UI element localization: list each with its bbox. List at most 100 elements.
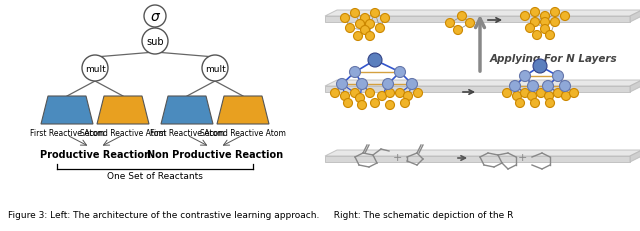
- Circle shape: [445, 19, 454, 28]
- Circle shape: [349, 67, 360, 78]
- Text: Applying For N Layers: Applying For N Layers: [490, 54, 618, 64]
- Circle shape: [365, 32, 374, 41]
- Polygon shape: [97, 97, 149, 125]
- Polygon shape: [325, 17, 630, 23]
- Circle shape: [513, 92, 522, 101]
- Polygon shape: [325, 156, 630, 162]
- Text: One Set of Reactants: One Set of Reactants: [107, 171, 203, 180]
- Circle shape: [520, 89, 529, 98]
- Circle shape: [541, 18, 550, 27]
- Circle shape: [465, 19, 474, 28]
- Polygon shape: [41, 97, 93, 125]
- Circle shape: [541, 12, 550, 21]
- Circle shape: [545, 99, 554, 108]
- Circle shape: [458, 12, 467, 21]
- Polygon shape: [630, 150, 640, 162]
- Polygon shape: [217, 97, 269, 125]
- Circle shape: [520, 12, 529, 21]
- Circle shape: [536, 89, 545, 98]
- Circle shape: [360, 26, 369, 35]
- Polygon shape: [325, 81, 640, 87]
- Text: First Reactive Atom: First Reactive Atom: [150, 128, 224, 137]
- Circle shape: [330, 89, 339, 98]
- Circle shape: [353, 32, 362, 41]
- Circle shape: [515, 99, 525, 108]
- Text: First Reactive Atom: First Reactive Atom: [29, 128, 104, 137]
- Circle shape: [532, 31, 541, 40]
- Polygon shape: [630, 11, 640, 23]
- Circle shape: [554, 89, 563, 98]
- Circle shape: [406, 79, 417, 90]
- Text: σ: σ: [150, 10, 159, 24]
- Polygon shape: [161, 97, 213, 125]
- Circle shape: [533, 60, 547, 74]
- Circle shape: [559, 81, 570, 92]
- Circle shape: [371, 9, 380, 18]
- Polygon shape: [325, 150, 640, 156]
- Text: +: +: [392, 152, 402, 162]
- Circle shape: [527, 81, 538, 92]
- Polygon shape: [630, 81, 640, 93]
- Circle shape: [396, 89, 404, 98]
- Circle shape: [355, 94, 365, 103]
- Text: Second Reactive Atom: Second Reactive Atom: [80, 128, 166, 137]
- Circle shape: [337, 79, 348, 90]
- Circle shape: [527, 92, 536, 101]
- Circle shape: [403, 92, 413, 101]
- Circle shape: [365, 20, 374, 29]
- Circle shape: [144, 6, 166, 28]
- Circle shape: [525, 24, 534, 33]
- Circle shape: [394, 67, 406, 78]
- Circle shape: [383, 79, 394, 90]
- Circle shape: [360, 14, 369, 23]
- Circle shape: [202, 56, 228, 82]
- Circle shape: [531, 18, 540, 27]
- Circle shape: [82, 56, 108, 82]
- Circle shape: [545, 31, 554, 40]
- Circle shape: [376, 24, 385, 33]
- Circle shape: [454, 26, 463, 35]
- Text: +: +: [517, 152, 527, 162]
- Text: Second Reactive Atom: Second Reactive Atom: [200, 128, 286, 137]
- Circle shape: [378, 92, 387, 101]
- Circle shape: [401, 99, 410, 108]
- Circle shape: [545, 92, 554, 101]
- Text: mult: mult: [84, 64, 106, 73]
- Circle shape: [368, 54, 382, 68]
- Circle shape: [340, 92, 349, 101]
- Text: sub: sub: [146, 37, 164, 47]
- Circle shape: [142, 29, 168, 55]
- Text: Non Productive Reaction: Non Productive Reaction: [147, 149, 283, 159]
- Text: Figure 3: Left: The architecture of the contrastive learning approach.     Right: Figure 3: Left: The architecture of the …: [8, 211, 513, 219]
- Circle shape: [344, 99, 353, 108]
- Circle shape: [371, 99, 380, 108]
- Text: Productive Reaction: Productive Reaction: [40, 149, 150, 159]
- Text: mult: mult: [205, 64, 225, 73]
- Circle shape: [351, 9, 360, 18]
- Circle shape: [413, 89, 422, 98]
- Circle shape: [381, 14, 390, 23]
- Circle shape: [570, 89, 579, 98]
- Circle shape: [531, 99, 540, 108]
- Circle shape: [346, 24, 355, 33]
- Circle shape: [541, 25, 550, 34]
- Circle shape: [561, 12, 570, 21]
- Circle shape: [385, 89, 394, 98]
- Circle shape: [550, 18, 559, 27]
- Circle shape: [351, 89, 360, 98]
- Circle shape: [356, 79, 367, 90]
- Circle shape: [550, 9, 559, 17]
- Circle shape: [531, 9, 540, 17]
- Circle shape: [340, 14, 349, 23]
- Circle shape: [520, 71, 531, 82]
- Circle shape: [365, 89, 374, 98]
- Circle shape: [561, 92, 570, 101]
- Circle shape: [358, 101, 367, 110]
- Circle shape: [385, 101, 394, 110]
- Circle shape: [502, 89, 511, 98]
- Circle shape: [552, 71, 563, 82]
- Polygon shape: [325, 87, 630, 93]
- Circle shape: [543, 81, 554, 92]
- Circle shape: [509, 81, 520, 92]
- Polygon shape: [325, 11, 640, 17]
